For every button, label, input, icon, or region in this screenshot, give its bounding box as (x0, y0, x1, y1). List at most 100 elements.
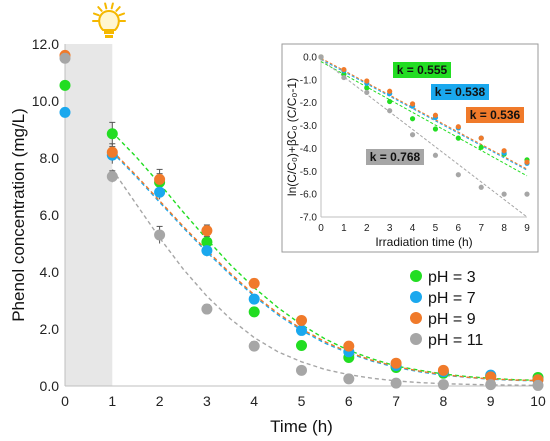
y-tick-label: 8.0 (40, 150, 60, 166)
y-tick-label: 4.0 (40, 264, 60, 280)
inset-data-point-2 (364, 78, 370, 84)
data-point-3 (296, 364, 307, 376)
data-point-3 (343, 373, 355, 385)
light-ray (115, 6, 121, 12)
y-tick-label: 6.0 (40, 207, 60, 223)
legend-marker-2 (410, 312, 422, 324)
inset-data-point-0 (478, 144, 484, 150)
data-point-2 (106, 146, 118, 158)
x-tick-label: 6 (345, 393, 353, 409)
fit-curve-2 (111, 150, 539, 382)
y-tick-label: 0.0 (40, 378, 60, 394)
inset-data-point-0 (409, 116, 416, 122)
inset-y-tick-label: -2.0 (300, 98, 318, 109)
inset-data-point-3 (387, 108, 393, 114)
y-tick-label: 10.0 (32, 93, 59, 109)
inset-data-point-2 (478, 135, 484, 141)
inset-y-tick-label: -1.0 (300, 75, 318, 86)
y-tick-label: 12.0 (32, 36, 59, 52)
inset-data-point-2 (501, 148, 507, 154)
y-tick-label: 2.0 (40, 321, 60, 337)
light-ray (110, 2, 114, 10)
k-label-box-0 (393, 62, 451, 78)
inset-data-point-3 (455, 172, 461, 178)
inset-fit-line-1 (320, 58, 528, 171)
legend-label: pH = 9 (428, 311, 476, 328)
inset-data-point-3 (364, 89, 370, 96)
inset-data-point-3 (524, 191, 530, 197)
legend-marker-1 (410, 291, 422, 303)
data-point-3 (154, 229, 166, 241)
legend-marker-0 (410, 270, 422, 282)
data-point-3 (59, 52, 71, 64)
x-tick-label: 3 (203, 393, 211, 409)
x-tick-label: 2 (156, 393, 164, 409)
lightbulb-icon (92, 2, 126, 38)
inset-fit-line-0 (320, 61, 528, 177)
inset-data-point-3 (501, 191, 507, 197)
dark-period-region (65, 44, 113, 386)
data-point-2 (154, 173, 166, 185)
inset-data-point-2 (524, 159, 530, 165)
x-tick-label: 7 (392, 393, 400, 409)
k-label-box-2 (466, 107, 524, 123)
x-axis-title: Time (h) (270, 417, 333, 436)
data-point-2 (201, 225, 213, 237)
inset-data-point-0 (455, 135, 461, 141)
data-point-3 (437, 379, 449, 391)
inset-y-tick-label: -6.0 (300, 190, 318, 201)
data-point-2 (296, 314, 307, 326)
inset-fit-line-2 (320, 57, 528, 170)
data-point-0 (59, 79, 71, 91)
inset-x-tick-label: 2 (364, 223, 370, 234)
legend-label: pH = 11 (428, 332, 483, 349)
inset-fit-line-3 (320, 58, 528, 218)
data-point-2 (343, 340, 355, 352)
inset-data-point-0 (364, 85, 370, 91)
inset-x-tick-label: 5 (433, 223, 439, 234)
data-point-3 (106, 171, 118, 183)
data-point-2 (390, 357, 402, 369)
x-tick-label: 1 (108, 393, 116, 409)
inset-y-axis-title: ln(C/C₀)+βC₀ (C/C₀-1) (285, 78, 299, 196)
light-ray (118, 12, 126, 17)
k-label-box-1 (431, 84, 489, 100)
x-tick-label: 0 (61, 393, 69, 409)
inset-plot: 0.0 -1.0 -2.0 -3.0 -4.0 -5.0 -6.0 -7.00 1 2 3 4 5 6 7 8… (281, 43, 539, 253)
inset-y-tick-label: -7.0 (300, 213, 318, 224)
x-tick-label: 10 (530, 393, 546, 409)
inset-data-point-2 (455, 124, 461, 130)
inset-y-tick-label: 0.0 (303, 53, 317, 64)
inset-x-tick-label: 6 (456, 223, 462, 234)
main-plot: 0.02.04.06.08.010.012.00 1 2 3 4 5 6 7 8 9 10Time … (9, 36, 546, 436)
inset-x-tick-label: 0 (318, 223, 324, 234)
data-point-3 (390, 377, 402, 389)
data-point-3 (485, 379, 497, 391)
fit-curve-3 (111, 169, 539, 387)
inset-data-point-2 (409, 101, 416, 107)
inset-x-tick-label: 1 (341, 223, 347, 234)
inset-data-point-2 (341, 66, 347, 73)
data-point-1 (201, 245, 213, 257)
x-tick-label: 5 (298, 393, 306, 409)
data-point-3 (201, 303, 213, 315)
data-point-0 (106, 128, 118, 140)
light-ray (97, 6, 103, 12)
data-point-1 (59, 106, 71, 118)
data-point-0 (248, 306, 260, 318)
inset-data-point-3 (409, 132, 416, 138)
x-tick-label: 9 (487, 393, 495, 409)
k-label: k = 0.536 (470, 108, 521, 122)
legend-label: pH = 7 (428, 290, 476, 307)
inset-data-point-3 (341, 74, 347, 81)
data-point-2 (485, 371, 497, 383)
inset-data-point-0 (387, 98, 393, 105)
inset-x-tick-label: 8 (501, 223, 507, 234)
y-axis-title: Phenol concentration (mg/L) (9, 108, 28, 322)
inset-data-point-2 (432, 112, 439, 118)
data-point-2 (437, 364, 449, 376)
inset-data-point-2 (387, 88, 393, 94)
light-ray (92, 12, 100, 17)
fit-curve-0 (111, 131, 539, 381)
